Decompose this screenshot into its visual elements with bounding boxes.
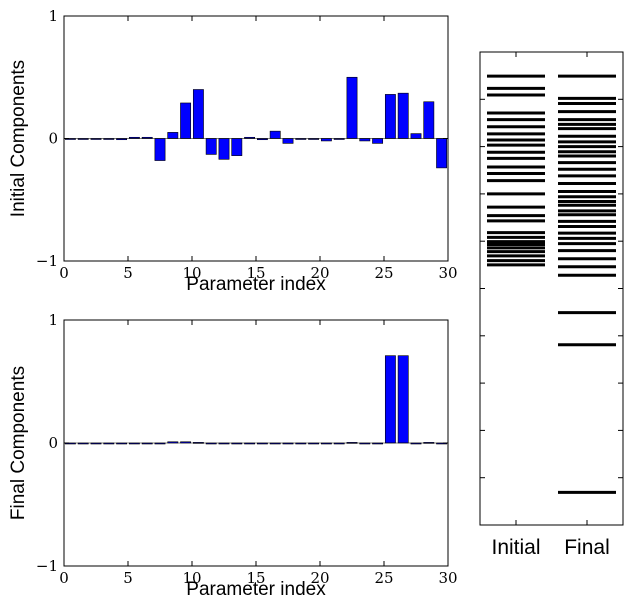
bar xyxy=(218,138,230,160)
top-ticks: 0 5 10 15 20 25 30−101 xyxy=(36,7,458,282)
bar xyxy=(205,138,217,155)
x-tick-label: 25 xyxy=(374,569,393,587)
x-tick-label: 10 xyxy=(182,569,201,587)
x-tick-label: 20 xyxy=(310,569,329,587)
bar xyxy=(180,102,192,139)
top-y-axis-label: Initial Components xyxy=(8,60,29,217)
y-tick-label: −1 xyxy=(36,252,58,270)
bar xyxy=(410,133,422,139)
top-x-axis-label: Parameter index xyxy=(186,274,326,295)
y-tick-label: 1 xyxy=(48,7,58,25)
x-tick-label: 20 xyxy=(310,264,329,282)
bar xyxy=(231,138,243,156)
bar xyxy=(192,89,204,139)
bar xyxy=(384,355,396,444)
bar xyxy=(397,92,409,139)
x-tick-label: 5 xyxy=(123,264,133,282)
top-bar-chart: 0 5 10 15 20 25 30−101 Parameter index Initial… xyxy=(8,7,458,295)
bar xyxy=(269,130,281,139)
event-ticks xyxy=(480,52,623,525)
event-category-initial: Initial xyxy=(491,536,540,559)
bar xyxy=(436,138,448,169)
bar xyxy=(282,138,294,144)
x-tick-label: 5 xyxy=(123,569,133,587)
bar xyxy=(359,138,371,142)
bottom-ticks: 0 5 10 15 20 25 30−101 xyxy=(36,311,458,587)
x-tick-label: 15 xyxy=(246,264,265,282)
x-tick-label: 0 xyxy=(59,264,69,282)
y-tick-label: −1 xyxy=(36,557,58,575)
bar xyxy=(384,94,396,139)
bottom-bar-chart: 0 5 10 15 20 25 30−101 Parameter index Final C… xyxy=(8,311,458,600)
x-tick-label: 0 xyxy=(59,569,69,587)
y-tick-label: 0 xyxy=(48,130,58,148)
top-bars xyxy=(64,76,448,169)
bar xyxy=(167,132,179,139)
event-category-final: Final xyxy=(564,536,610,559)
event-plot-area xyxy=(479,51,624,526)
bar xyxy=(320,138,332,142)
x-tick-label: 25 xyxy=(374,264,393,282)
bottom-x-axis-label: Parameter index xyxy=(186,579,326,600)
x-tick-label: 10 xyxy=(182,264,201,282)
bar xyxy=(372,138,384,144)
y-tick-label: 1 xyxy=(48,311,58,329)
bar xyxy=(397,355,409,444)
bar xyxy=(346,76,358,139)
event-plot: Initial Final xyxy=(479,51,624,559)
x-tick-label: 30 xyxy=(438,569,457,587)
bottom-y-axis-label: Final Components xyxy=(8,366,29,520)
event-lines xyxy=(487,74,616,494)
x-tick-label: 15 xyxy=(246,569,265,587)
bar xyxy=(423,101,435,139)
y-tick-label: 0 xyxy=(48,434,58,452)
bar xyxy=(154,138,166,161)
x-tick-label: 30 xyxy=(438,264,457,282)
